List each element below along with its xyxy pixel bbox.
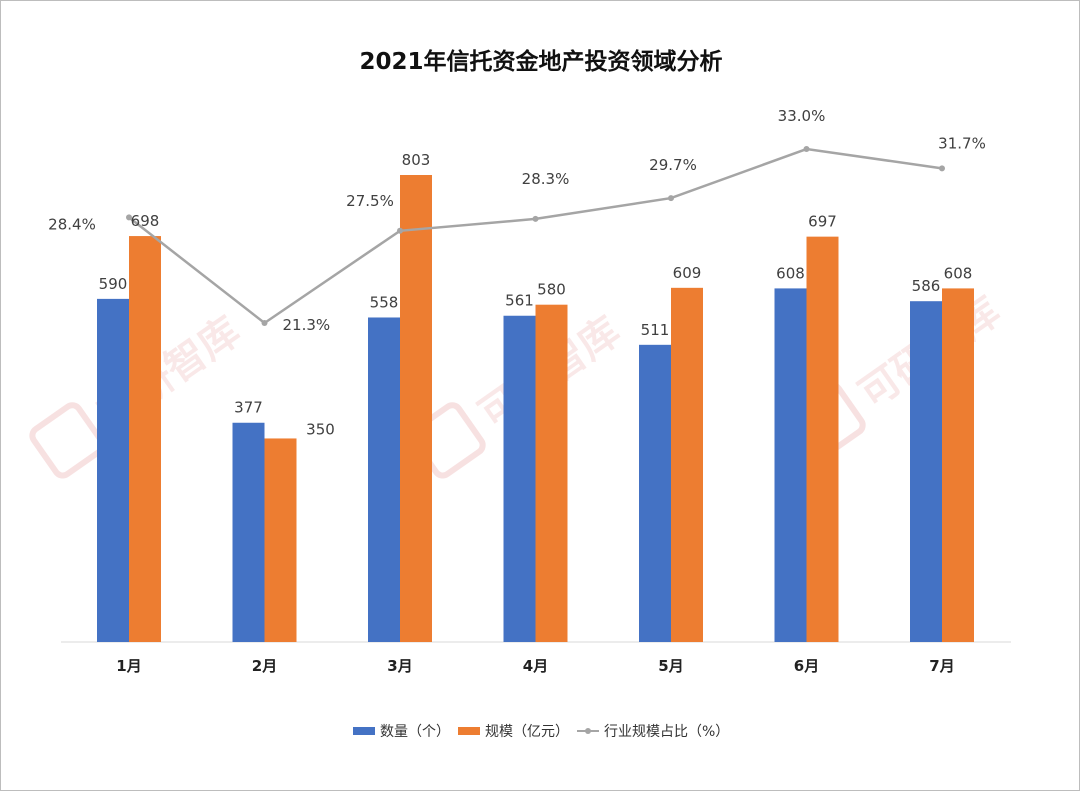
data-label-scale: 608 <box>944 264 973 282</box>
line-point <box>939 165 945 172</box>
x-tick-label: 1月 <box>116 657 141 675</box>
legend-label: 规模（亿元） <box>485 724 569 740</box>
x-tick-label: 5月 <box>658 657 683 675</box>
data-label-share: 33.0% <box>778 107 826 125</box>
data-label-count: 558 <box>370 293 399 311</box>
bar-count <box>503 315 536 642</box>
bar-scale <box>129 236 161 642</box>
data-label-scale: 609 <box>673 264 702 282</box>
data-label-share: 29.7% <box>649 156 697 174</box>
legend-swatch <box>585 728 591 734</box>
x-tick-label: 6月 <box>794 657 819 675</box>
line-point <box>532 215 539 222</box>
bar-count <box>774 288 807 642</box>
data-label-scale: 697 <box>808 213 837 231</box>
data-label-share: 31.7% <box>938 134 986 152</box>
bar-scale <box>535 304 568 642</box>
x-tick-label: 2月 <box>252 657 277 675</box>
data-label-share: 28.4% <box>48 215 96 233</box>
data-label-count: 590 <box>99 275 128 293</box>
line-point <box>668 195 674 202</box>
data-label-scale: 803 <box>402 151 431 169</box>
data-label-scale: 580 <box>537 281 566 299</box>
legend-swatch <box>353 727 375 735</box>
bar-count <box>97 298 129 642</box>
data-label-scale: 350 <box>306 420 335 438</box>
line-point <box>397 227 403 234</box>
bar-count <box>910 301 942 642</box>
line-point <box>803 146 810 153</box>
data-label-scale: 698 <box>131 212 160 230</box>
bar-scale <box>264 438 297 642</box>
data-label-count: 586 <box>912 277 941 295</box>
bar-scale <box>806 236 839 642</box>
x-tick-label: 4月 <box>523 657 548 675</box>
data-label-share: 27.5% <box>346 192 394 210</box>
legend-label: 数量（个） <box>380 724 450 740</box>
legend: 数量（个） 规模（亿元） 行业规模占比（%） <box>353 724 729 740</box>
data-label-share: 21.3% <box>283 316 331 334</box>
bar-scale <box>671 287 703 642</box>
data-label-count: 377 <box>234 399 263 417</box>
data-label-share: 28.3% <box>522 170 570 188</box>
data-label-count: 561 <box>505 292 534 310</box>
bar-count <box>639 344 671 642</box>
x-tick-label: 3月 <box>387 657 412 675</box>
data-label-count: 608 <box>776 264 805 282</box>
bar-count <box>368 317 400 642</box>
bar-count <box>232 422 265 642</box>
chart-title: 2021年信托资金地产投资领域分析 <box>359 48 722 75</box>
legend-label: 行业规模占比（%） <box>604 724 729 740</box>
bar-scale <box>942 288 974 642</box>
bar-scale <box>400 175 432 642</box>
legend-swatch <box>458 727 480 735</box>
line-point <box>126 214 132 221</box>
legend-item: 行业规模占比（%） <box>577 724 729 740</box>
line-point <box>261 320 268 326</box>
legend-item: 规模（亿元） <box>458 724 569 740</box>
data-label-count: 511 <box>641 321 670 339</box>
x-tick-label: 7月 <box>929 657 954 675</box>
legend-item: 数量（个） <box>353 724 450 740</box>
